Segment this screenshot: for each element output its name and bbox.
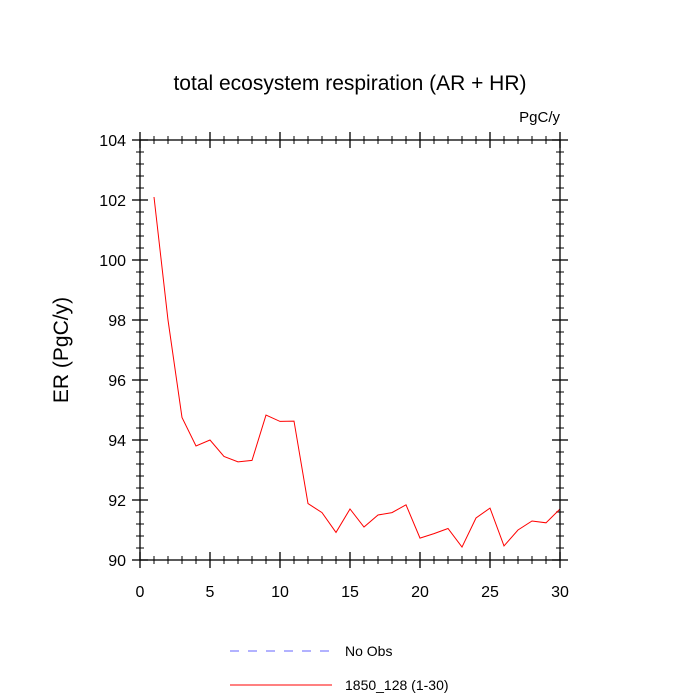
y-tick-label: 94 — [108, 433, 126, 450]
legend-label-1850-128: 1850_128 (1-30) — [345, 677, 449, 693]
legend-label-no-obs: No Obs — [345, 643, 392, 659]
legend: No Obs 1850_128 (1-30) — [230, 643, 449, 693]
chart-title: total ecosystem respiration (AR + HR) — [173, 72, 526, 95]
y-tick-label: 104 — [99, 133, 126, 150]
y-tick-label: 92 — [108, 493, 126, 510]
units-label: PgC/y — [519, 109, 560, 126]
y-tick-label: 90 — [108, 553, 126, 570]
x-tick-label: 30 — [551, 584, 569, 601]
y-tick-label: 102 — [99, 193, 126, 210]
minor-ticks — [136, 136, 564, 564]
y-axis-label: ER (PgC/y) — [50, 297, 73, 403]
y-tick-label: 100 — [99, 253, 126, 270]
series-line — [153, 196, 561, 549]
x-tick-label: 25 — [481, 584, 499, 601]
y-tick-label: 98 — [108, 313, 126, 330]
tick-labels: 90 92 94 96 98 100 102 104 0 5 10 15 20 25 30 — [99, 133, 569, 601]
plot-frame — [139, 139, 561, 561]
series-layer — [153, 196, 561, 549]
x-tick-label: 5 — [206, 584, 215, 601]
major-ticks — [132, 132, 568, 568]
x-tick-label: 20 — [411, 584, 429, 601]
x-tick-label: 15 — [341, 584, 359, 601]
x-tick-label: 0 — [136, 584, 145, 601]
y-tick-label: 96 — [108, 373, 126, 390]
x-tick-label: 10 — [271, 584, 289, 601]
